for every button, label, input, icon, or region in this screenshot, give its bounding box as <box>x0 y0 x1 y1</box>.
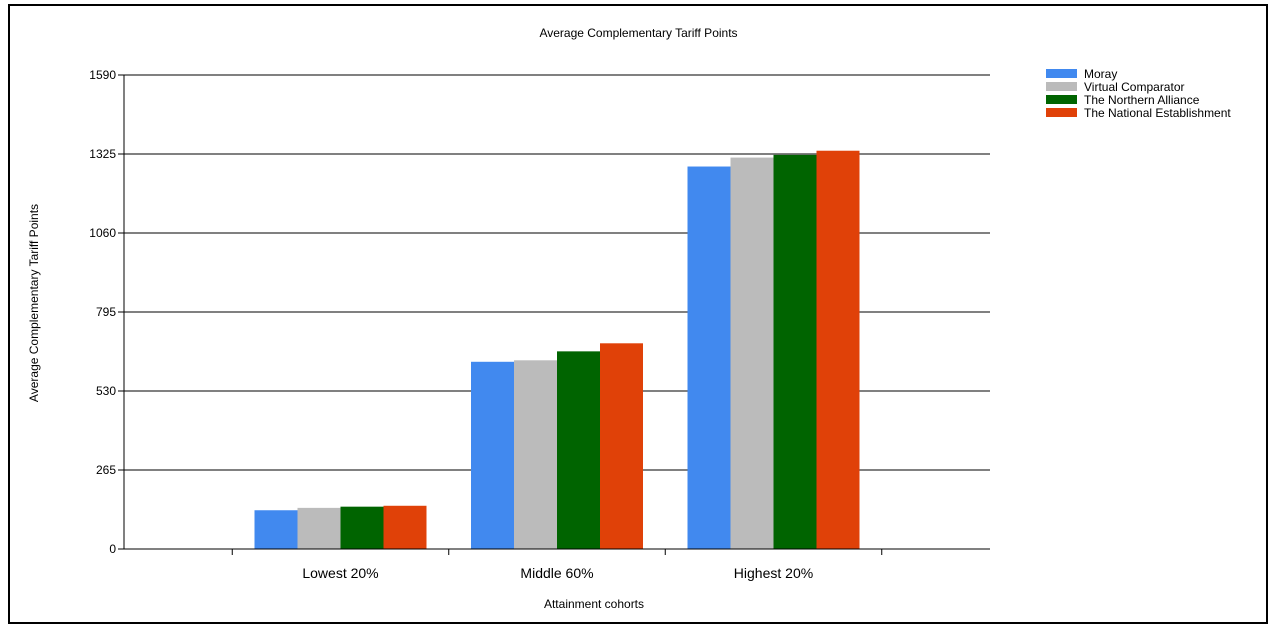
bar <box>816 150 860 549</box>
bar <box>471 361 514 549</box>
legend-item: Moray <box>1046 66 1231 81</box>
y-tick-label: 530 <box>96 384 116 398</box>
legend: Moray Virtual Comparator The Northern Al… <box>1046 66 1231 120</box>
legend-label: Moray <box>1084 66 1118 81</box>
legend-label: The National Establishment <box>1084 105 1231 120</box>
y-tick-label: 265 <box>96 463 116 477</box>
legend-label: The Northern Alliance <box>1084 92 1200 107</box>
bar <box>600 343 643 549</box>
bar <box>773 154 817 549</box>
x-tick-label: Highest 20% <box>734 565 813 581</box>
y-axis-label: Average Complementary Tariff Points <box>27 203 41 403</box>
y-tick-label: 0 <box>109 542 116 556</box>
legend-item: Virtual Comparator <box>1046 79 1231 94</box>
legend-swatch <box>1046 108 1077 117</box>
bar <box>687 166 731 549</box>
legend-item: The National Establishment <box>1046 105 1231 120</box>
bar <box>730 157 774 549</box>
y-tick-label: 1590 <box>89 68 116 82</box>
x-axis-label: Attainment cohorts <box>543 597 645 611</box>
bar <box>383 505 427 549</box>
legend-item: The Northern Alliance <box>1046 92 1231 107</box>
x-tick-label: Lowest 20% <box>302 565 378 581</box>
legend-swatch <box>1046 82 1077 91</box>
legend-swatch <box>1046 95 1077 104</box>
y-tick-label: 1060 <box>89 226 116 240</box>
bar <box>557 351 600 549</box>
bar <box>254 510 298 549</box>
y-tick-label: 795 <box>96 305 116 319</box>
bar <box>514 360 557 549</box>
bar <box>340 506 384 549</box>
chart-title: Average Complementary Tariff Points <box>539 26 738 40</box>
x-tick-label: Middle 60% <box>520 565 593 581</box>
y-tick-label: 1325 <box>89 147 116 161</box>
legend-label: Virtual Comparator <box>1084 79 1185 94</box>
bar <box>297 507 341 549</box>
legend-swatch <box>1046 69 1077 78</box>
